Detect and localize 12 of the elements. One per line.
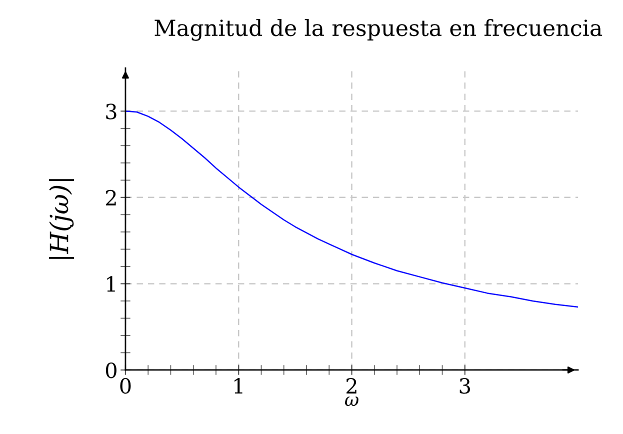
x-tick-label: 0 bbox=[120, 378, 131, 394]
x-tick-label: 2 bbox=[346, 378, 356, 394]
y-tick-label: 1 bbox=[107, 276, 115, 292]
x-axis-title: ω bbox=[344, 396, 358, 406]
y-tick-label: 0 bbox=[106, 362, 116, 378]
y-tick-label: 2 bbox=[106, 190, 116, 206]
y-axis-title: |H(jω)| bbox=[49, 179, 74, 259]
y-tick-label: 3 bbox=[106, 104, 116, 120]
chart-title: Magnitud de la respuesta en frecuencia bbox=[154, 19, 602, 41]
x-tick-label: 1 bbox=[234, 378, 242, 394]
x-tick-label: 3 bbox=[460, 378, 470, 394]
line-series bbox=[125, 110, 578, 308]
